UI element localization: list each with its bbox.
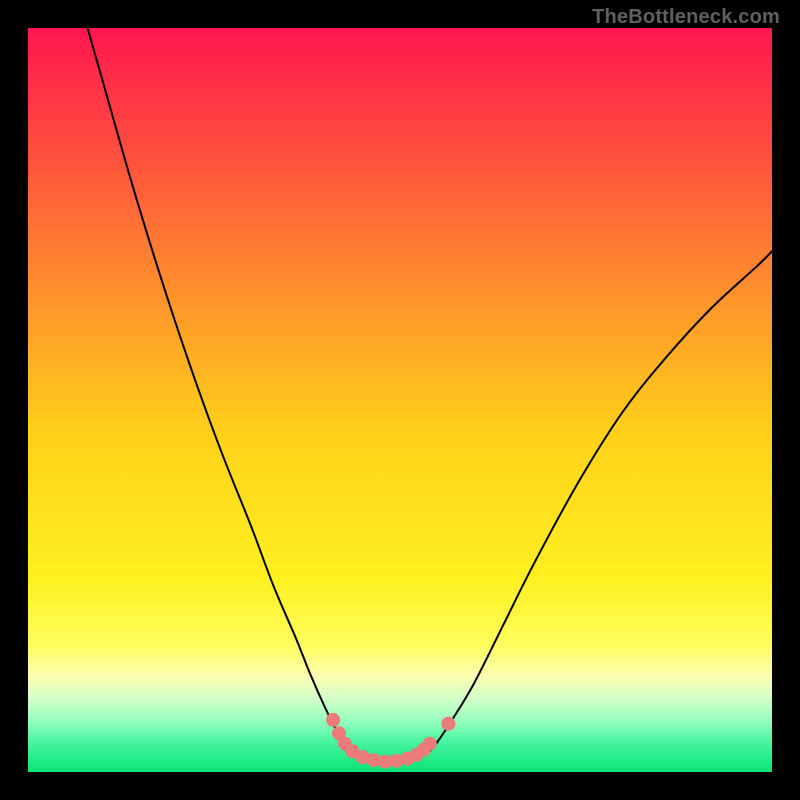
chart-container: { "meta": { "watermark_text": "TheBottle… (0, 0, 800, 800)
curve-marker (442, 717, 455, 730)
bottleneck-curve-chart (0, 0, 800, 800)
curve-marker (423, 737, 436, 750)
plot-background (28, 28, 772, 772)
curve-marker (327, 713, 340, 726)
watermark-text: TheBottleneck.com (592, 6, 780, 29)
